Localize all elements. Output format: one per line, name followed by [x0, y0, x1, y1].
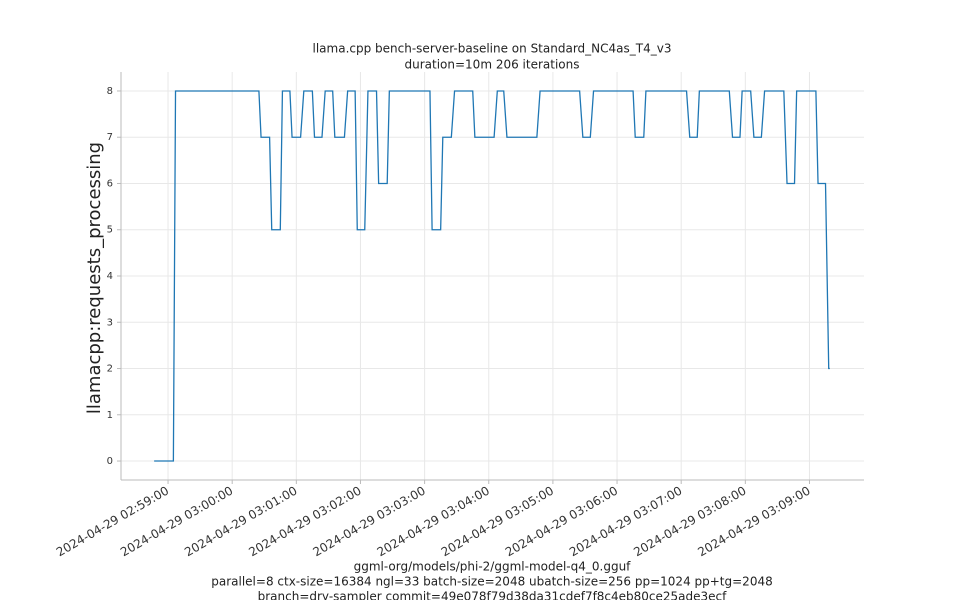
- y-tick-label: 7: [107, 132, 113, 143]
- y-tick-label: 5: [107, 225, 113, 236]
- chart-subtitle: duration=10m 206 iterations: [405, 58, 580, 72]
- y-tick-label: 0: [107, 456, 113, 467]
- y-tick-label: 6: [107, 178, 113, 189]
- y-axis-label: llamacpp:requests_processing: [84, 142, 105, 414]
- footer-line: branch=dry-sampler commit=49e078f79d38da…: [258, 590, 728, 600]
- x-tick-label: 2024-04-29 03:01:00: [182, 484, 299, 560]
- x-tick-label: 2024-04-29 03:04:00: [375, 484, 492, 560]
- data-line: [154, 90, 830, 462]
- x-tick-label: 2024-04-29 03:00:00: [118, 484, 235, 560]
- x-tick-label: 2024-04-29 03:02:00: [246, 484, 363, 560]
- y-tick-label: 1: [107, 410, 113, 421]
- y-tick-label: 4: [107, 271, 113, 282]
- footer-line: parallel=8 ctx-size=16384 ngl=33 batch-s…: [211, 575, 772, 589]
- chart-title: llama.cpp bench-server-baseline on Stand…: [313, 42, 672, 56]
- x-tick-label: 2024-04-29 02:59:00: [54, 484, 171, 560]
- x-tick-label: 2024-04-29 03:06:00: [503, 484, 620, 560]
- x-tick-label: 2024-04-29 03:03:00: [310, 484, 427, 560]
- footer-line: ggml-org/models/phi-2/ggml-model-q4_0.gg…: [354, 560, 632, 574]
- x-tick-label: 2024-04-29 03:05:00: [439, 484, 556, 560]
- y-tick-label: 3: [107, 317, 113, 328]
- x-tick-label: 2024-04-29 03:07:00: [567, 484, 684, 560]
- x-tick-label: 2024-04-29 03:09:00: [695, 484, 812, 560]
- y-tick-label: 2: [107, 364, 113, 375]
- y-tick-label: 8: [107, 86, 113, 97]
- x-tick-label: 2024-04-29 03:08:00: [631, 484, 748, 560]
